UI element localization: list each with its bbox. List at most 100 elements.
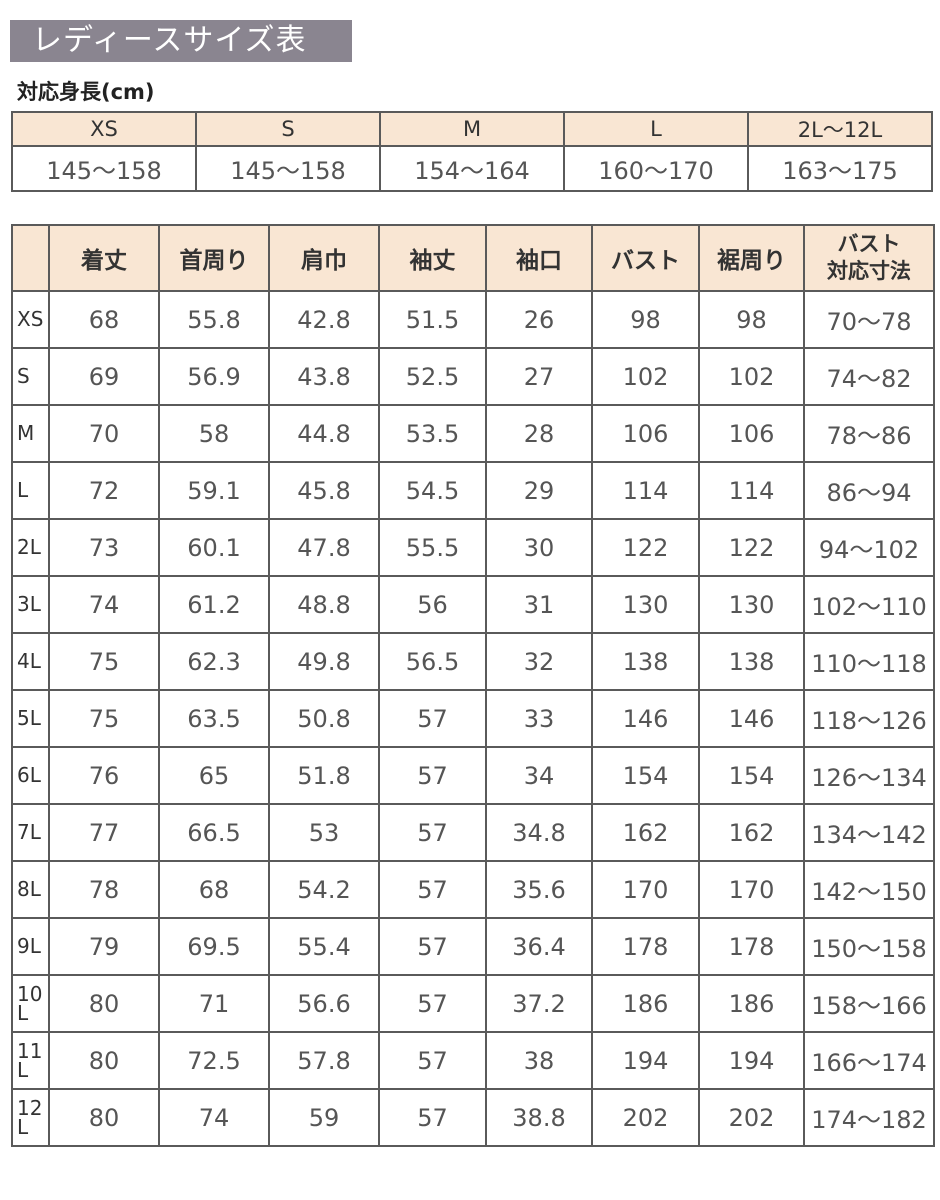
measurement-cell: 74 [48, 575, 160, 634]
measurement-cell: 69.5 [158, 917, 270, 976]
measurement-cell: 55.8 [158, 290, 270, 349]
measurement-cell: 106 [591, 404, 700, 463]
table-row: S 69 56.9 43.8 52.5 27 102 102 74〜82 [11, 347, 935, 406]
table-row: 7L 77 66.5 53 57 34.8 162 162 134〜142 [11, 803, 935, 862]
column-header: 袖丈 [378, 224, 487, 292]
measurement-cell: 138 [698, 632, 805, 691]
size-label: 9L [11, 917, 50, 976]
measurement-cell: 74〜82 [803, 347, 935, 406]
size-header: L [563, 111, 749, 147]
size-header: M [379, 111, 565, 147]
measurement-cell: 57 [378, 1031, 487, 1090]
measurement-cell: 186 [591, 974, 700, 1033]
height-range: 145〜158 [195, 145, 381, 192]
table-row: 5L 75 63.5 50.8 57 33 146 146 118〜126 [11, 689, 935, 748]
measurement-cell: 32 [485, 632, 593, 691]
size-header: S [195, 111, 381, 147]
size-label: 11L [11, 1031, 50, 1090]
measurement-cell: 65 [158, 746, 270, 805]
measurement-cell: 30 [485, 518, 593, 577]
measurement-cell: 130 [698, 575, 805, 634]
height-table: XS S M L 2L〜12L 145〜158 145〜158 154〜164 160〜170… [11, 111, 933, 192]
measurement-cell: 114 [591, 461, 700, 520]
column-header: 首周り [158, 224, 270, 292]
measurement-cell: 57.8 [268, 1031, 380, 1090]
measurement-cell: 53.5 [378, 404, 487, 463]
height-range: 154〜164 [379, 145, 565, 192]
measurement-cell: 31 [485, 575, 593, 634]
measurement-cell: 45.8 [268, 461, 380, 520]
height-range: 163〜175 [747, 145, 933, 192]
measurement-cell: 114 [698, 461, 805, 520]
measurement-cell: 142〜150 [803, 860, 935, 919]
size-header: 2L〜12L [747, 111, 933, 147]
measurement-cell: 68 [158, 860, 270, 919]
measurement-cell: 122 [698, 518, 805, 577]
measurement-cell: 78 [48, 860, 160, 919]
measurement-cell: 51.5 [378, 290, 487, 349]
measurement-cell: 202 [698, 1088, 805, 1147]
size-label: 8L [11, 860, 50, 919]
column-header: 着丈 [48, 224, 160, 292]
column-header: バスト [591, 224, 700, 292]
measurement-cell: 61.2 [158, 575, 270, 634]
measurement-cell: 134〜142 [803, 803, 935, 862]
measurement-cell: 59 [268, 1088, 380, 1147]
measurement-cell: 102〜110 [803, 575, 935, 634]
measurement-cell: 54.2 [268, 860, 380, 919]
measurement-cell: 55.5 [378, 518, 487, 577]
measurement-cell: 57 [378, 746, 487, 805]
measurement-cell: 122 [591, 518, 700, 577]
column-header: バスト 対応寸法 [803, 224, 935, 292]
measurement-cell: 80 [48, 974, 160, 1033]
measurement-cell: 63.5 [158, 689, 270, 748]
measurement-cell: 49.8 [268, 632, 380, 691]
measurement-cell: 43.8 [268, 347, 380, 406]
size-label: 2L [11, 518, 50, 577]
measurement-cell: 66.5 [158, 803, 270, 862]
size-label: 6L [11, 746, 50, 805]
measurement-cell: 48.8 [268, 575, 380, 634]
measurement-cell: 79 [48, 917, 160, 976]
measurement-cell: 53 [268, 803, 380, 862]
measurement-cell: 150〜158 [803, 917, 935, 976]
measurement-cell: 194 [591, 1031, 700, 1090]
measurement-cell: 202 [591, 1088, 700, 1147]
size-header: XS [11, 111, 197, 147]
measurement-cell: 36.4 [485, 917, 593, 976]
size-label: XS [11, 290, 50, 349]
table-row: 11L 80 72.5 57.8 57 38 194 194 166〜174 [11, 1031, 935, 1090]
measurement-cell: 178 [591, 917, 700, 976]
measurement-cell: 56.5 [378, 632, 487, 691]
measurement-cell: 44.8 [268, 404, 380, 463]
measurement-cell: 77 [48, 803, 160, 862]
measurement-cell: 71 [158, 974, 270, 1033]
measurement-cell: 86〜94 [803, 461, 935, 520]
measurement-cell: 35.6 [485, 860, 593, 919]
measurement-cell: 75 [48, 632, 160, 691]
measurement-cell: 57 [378, 1088, 487, 1147]
size-label: L [11, 461, 50, 520]
measurement-cell: 29 [485, 461, 593, 520]
measurement-cell: 33 [485, 689, 593, 748]
table-row: 12L 80 74 59 57 38.8 202 202 174〜182 [11, 1088, 935, 1147]
measurement-cell: 154 [698, 746, 805, 805]
measurement-cell: 154 [591, 746, 700, 805]
measurement-cell: 158〜166 [803, 974, 935, 1033]
measurement-cell: 38.8 [485, 1088, 593, 1147]
size-label: M [11, 404, 50, 463]
measurement-cell: 80 [48, 1088, 160, 1147]
size-label: 10L [11, 974, 50, 1033]
measurement-cell: 52.5 [378, 347, 487, 406]
height-range: 145〜158 [11, 145, 197, 192]
measurement-cell: 57 [378, 974, 487, 1033]
measurement-cell: 75 [48, 689, 160, 748]
page-title: レディースサイズ表 [10, 20, 352, 62]
measurement-cell: 57 [378, 860, 487, 919]
measurement-cell: 80 [48, 1031, 160, 1090]
measurement-cell: 38 [485, 1031, 593, 1090]
measurement-cell: 166〜174 [803, 1031, 935, 1090]
measurement-cell: 138 [591, 632, 700, 691]
measurement-cell: 62.3 [158, 632, 270, 691]
table-row: L 72 59.1 45.8 54.5 29 114 114 86〜94 [11, 461, 935, 520]
